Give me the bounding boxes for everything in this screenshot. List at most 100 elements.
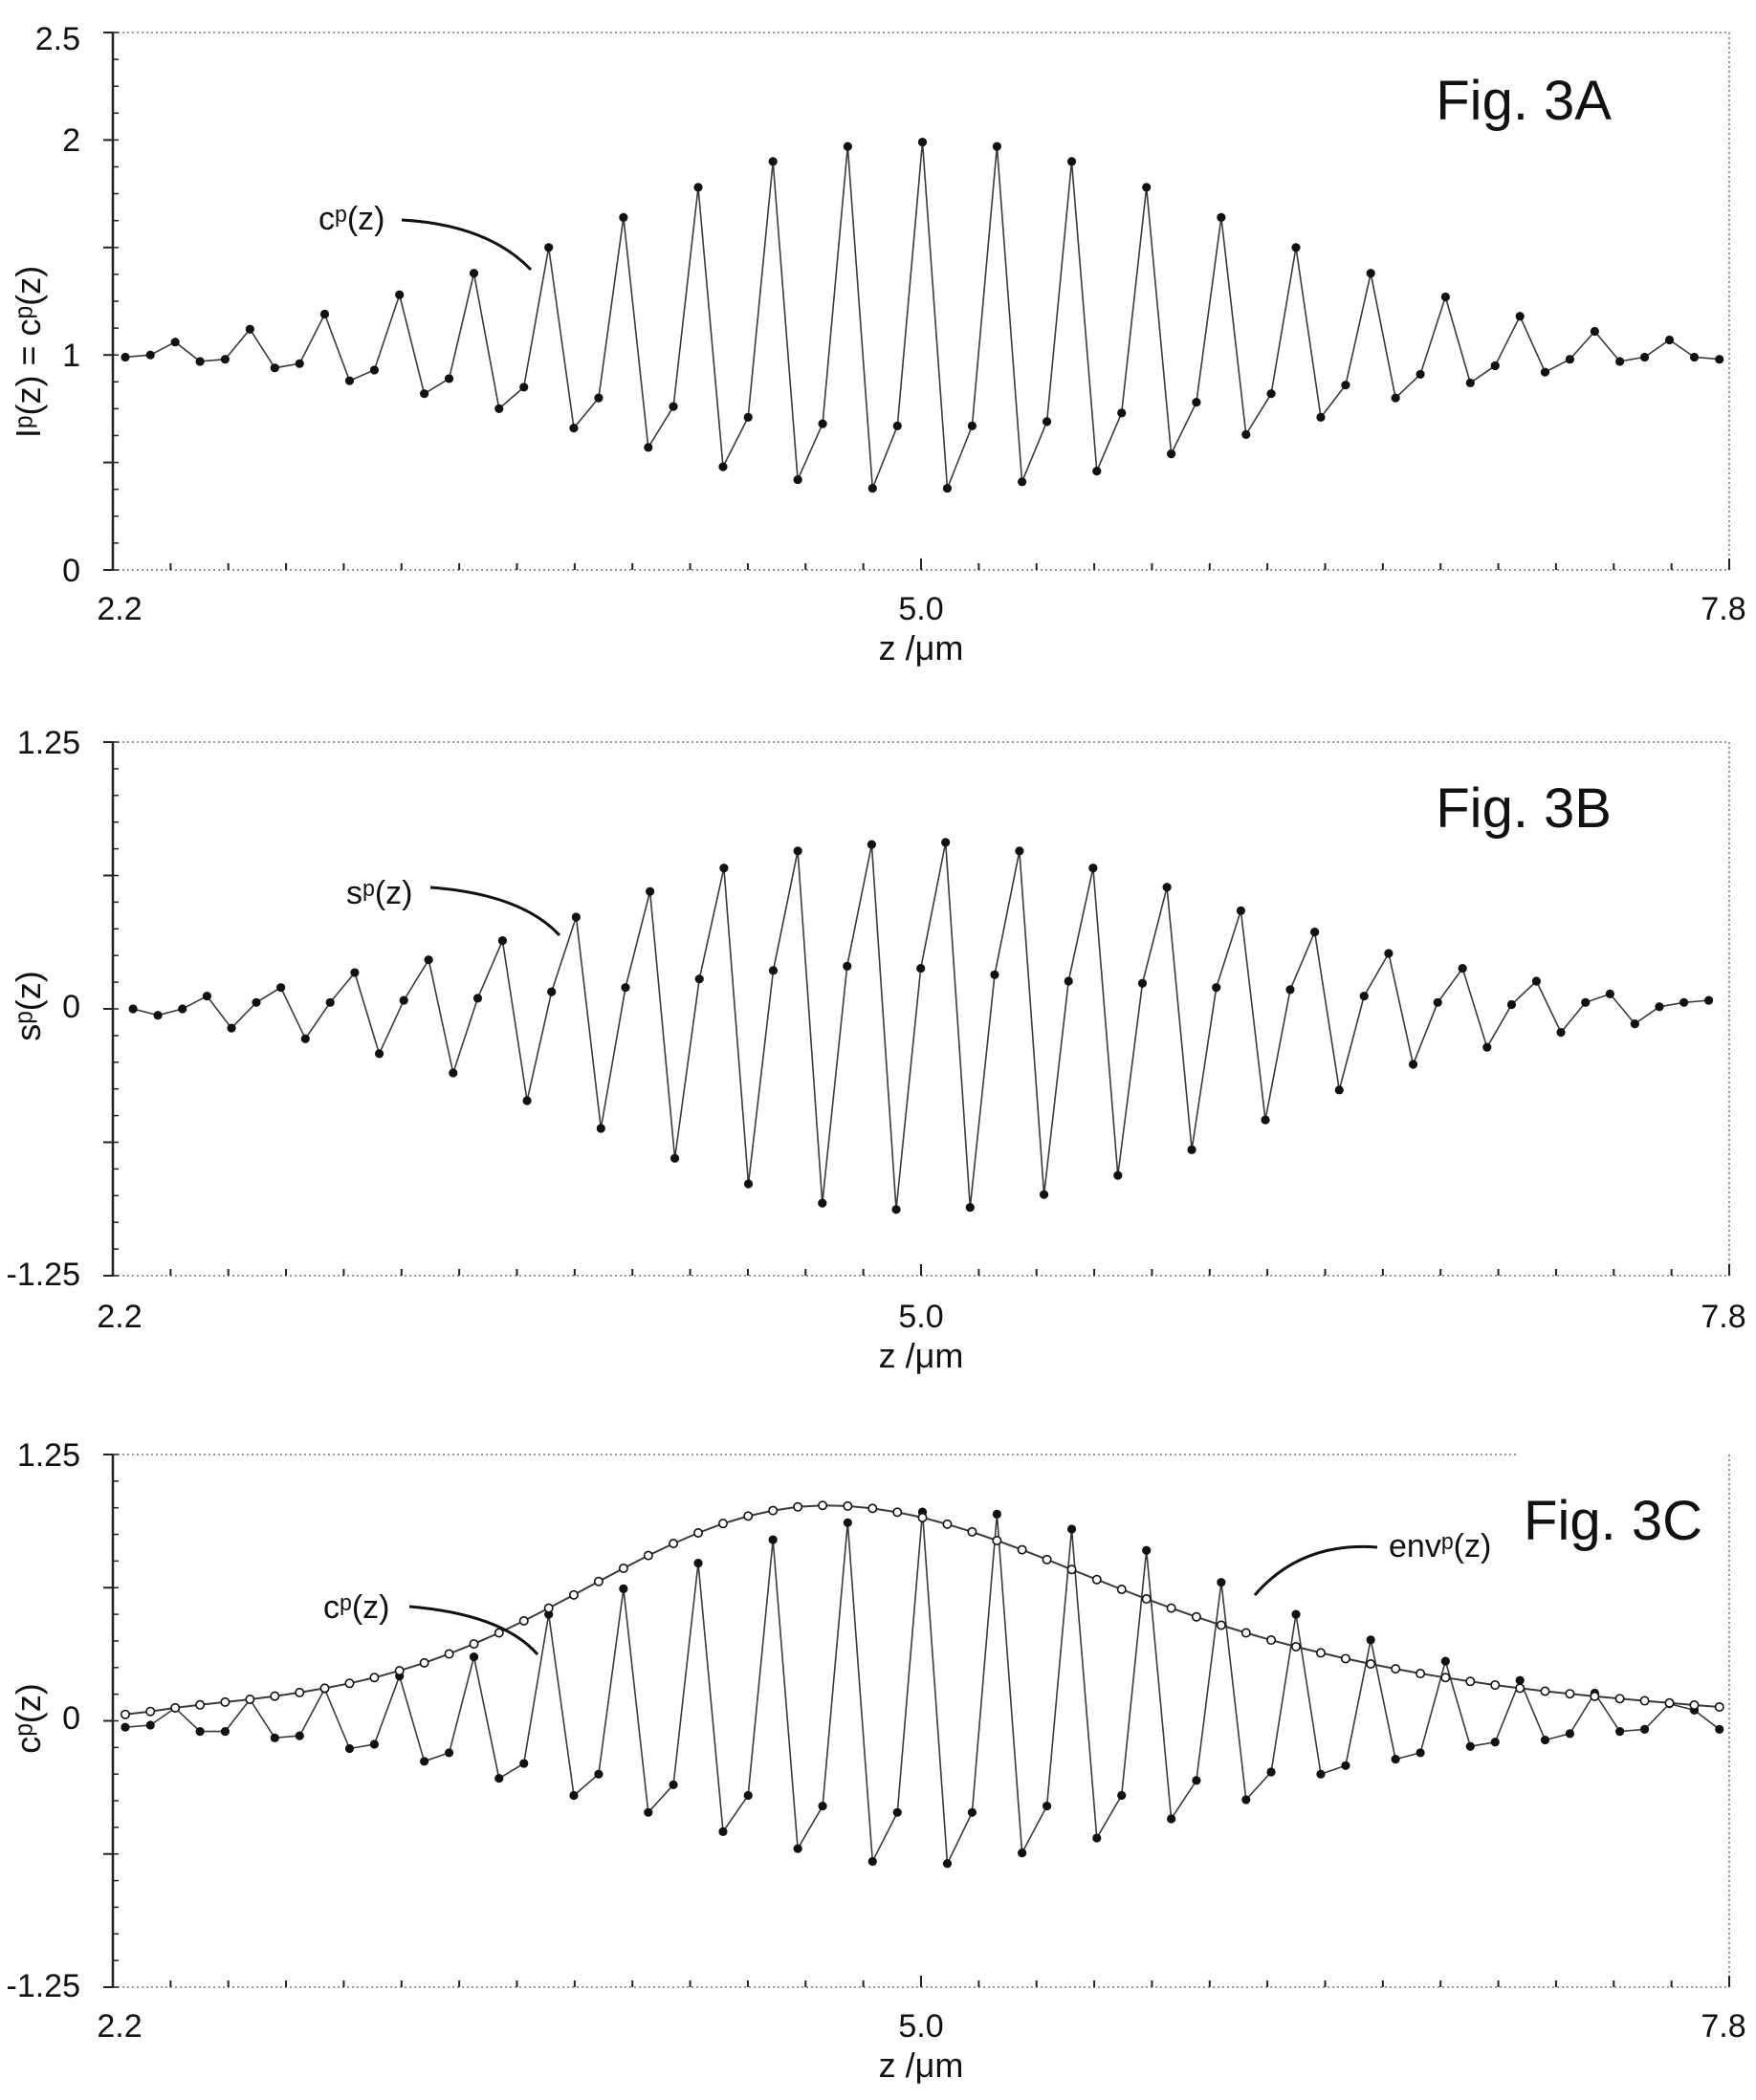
data-point [1142,183,1152,192]
data-point [768,157,778,166]
series-line [124,1512,1721,1867]
data-point [1565,355,1575,364]
data-point [245,324,254,334]
data-point [1391,393,1400,403]
data-point [743,1179,754,1189]
envelope-point [892,1507,903,1518]
envelope-point [1664,1697,1675,1708]
data-point [1679,997,1689,1007]
data-point [519,383,529,392]
envelope-point [1391,1664,1401,1674]
data-point [145,1720,155,1730]
y-tick-label: 1.25 [17,725,80,761]
data-point [420,389,429,399]
envelope-point [593,1576,604,1586]
data-point [325,997,335,1007]
data-point [942,1859,953,1869]
envelope-point [1540,1686,1550,1696]
y-tick-label: 2.5 [35,21,80,57]
data-point [941,838,951,847]
data-point [1162,883,1172,892]
annotation-leader [408,1605,539,1655]
data-point [743,1790,753,1801]
envelope-point [220,1696,230,1707]
data-point [644,443,653,452]
data-point [1341,381,1350,390]
data-point [1212,983,1221,993]
envelope-point [344,1678,355,1689]
data-point [1384,949,1394,958]
data-point [295,359,304,368]
data-point [1490,361,1500,371]
axis-ticks [103,741,1730,1277]
data-point [469,269,479,278]
data-point [1458,963,1467,973]
envelope-point [1565,1689,1575,1699]
envelope-point [1639,1695,1650,1706]
envelope-point [1141,1594,1152,1605]
data-point [145,350,155,360]
envelope-point [1340,1653,1350,1664]
y-axis-label: Iᵖ(z) = cᵖ(z) [9,266,48,438]
data-point [571,912,581,922]
data-point [1416,1748,1425,1758]
x-tick-label: 2.2 [97,2008,142,2045]
series-annotation: sᵖ(z) [346,875,413,911]
data-point [1655,1002,1664,1012]
envelope-point [195,1699,206,1710]
data-point [300,1034,310,1043]
envelope-point [1291,1641,1302,1652]
data-point [1261,1115,1270,1125]
data-point [1039,1190,1049,1199]
data-point [892,421,902,430]
panel-fig-3b: 1.25 0 -1.25 2.2 5.0 7.8 z /μm sᵖ(z) Fig… [7,725,1746,1375]
envelope-point [1515,1683,1526,1694]
envelope-point [494,1628,504,1638]
envelope-point [1191,1611,1201,1622]
data-point [1565,1729,1575,1739]
envelope-point [1465,1676,1476,1687]
data-point [669,1153,680,1163]
envelope-point [319,1683,330,1694]
data-point [967,421,977,430]
data-point [1556,1027,1566,1038]
data-point [992,142,1001,151]
annotation-leader [401,218,533,272]
envelope-point [444,1649,454,1659]
x-tick-label: 5.0 [898,591,943,627]
data-point [965,1202,975,1213]
envelope-point [1440,1673,1451,1683]
data-point [128,1004,138,1014]
data-point [195,1727,205,1737]
data-point [1018,477,1027,487]
data-point [719,864,729,873]
envelope-point [394,1666,405,1676]
data-point [669,402,678,411]
y-tick-label: 0 [62,553,80,589]
envelope-point [1116,1585,1127,1595]
data-point [1366,269,1375,278]
data-point [867,483,877,493]
series-annotation: envᵖ(z) [1389,1528,1491,1564]
envelope-point [419,1657,429,1668]
data-point [1092,1833,1102,1843]
data-point [1217,212,1226,222]
data-point [1187,1145,1196,1154]
data-point [1285,985,1295,995]
data-point [594,393,604,403]
panel-fig-3a: 2.5 2 1 0 2.2 5.0 7.8 z /μm Iᵖ(z) = cᵖ(z… [9,21,1746,667]
envelope-point [245,1694,255,1704]
data-point [1316,412,1326,422]
data-point [270,1733,279,1742]
data-point [967,1807,977,1817]
envelope-point [1366,1659,1376,1670]
data-point [743,412,753,422]
envelope-point [1614,1694,1625,1704]
envelope-point [992,1536,1002,1546]
envelope-point [1416,1669,1426,1679]
data-point [344,1743,355,1754]
data-point [693,183,703,192]
y-axis-label: sᵖ(z) [9,971,48,1041]
data-point [1241,429,1251,439]
data-point [344,376,355,385]
